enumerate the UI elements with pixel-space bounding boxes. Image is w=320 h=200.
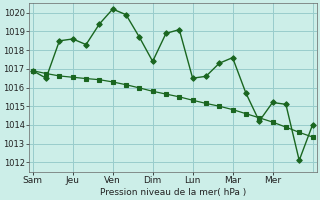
- X-axis label: Pression niveau de la mer( hPa ): Pression niveau de la mer( hPa ): [100, 188, 246, 197]
